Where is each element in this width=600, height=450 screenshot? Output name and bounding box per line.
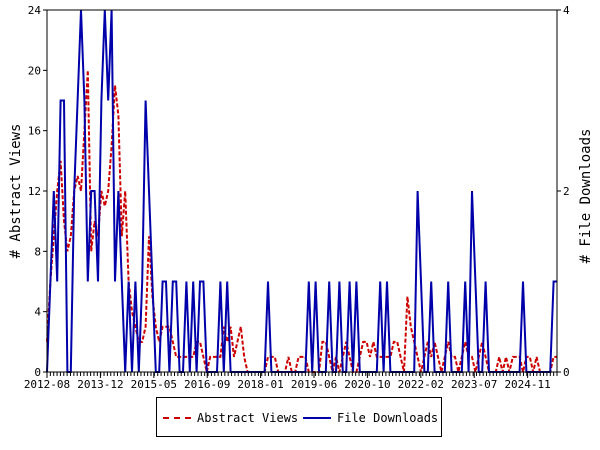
left-axis-title: # Abstract Views xyxy=(8,124,24,259)
legend-item-file-downloads: File Downloads xyxy=(303,411,438,425)
x-tick-label-2023-07: 2023-07 xyxy=(451,378,497,391)
left-tick-label-24: 24 xyxy=(28,4,42,17)
series-line-abstract-views xyxy=(46,70,557,373)
left-tick-label-0: 0 xyxy=(34,366,41,379)
legend-label-file-downloads: File Downloads xyxy=(337,411,439,425)
x-tick-label-2018-01: 2018-01 xyxy=(237,378,283,391)
right-tick-label-0: 0 xyxy=(563,366,570,379)
x-tick-label-2024-11: 2024-11 xyxy=(504,378,550,391)
right-tick-label-4: 4 xyxy=(563,4,570,17)
right-axis-title: # File Downloads xyxy=(578,129,594,264)
x-tick-label-2019-06: 2019-06 xyxy=(291,378,337,391)
legend: Abstract Views File Downloads xyxy=(156,397,442,437)
left-tick-label-12: 12 xyxy=(28,185,41,198)
x-tick-label-2012-08: 2012-08 xyxy=(24,378,70,391)
x-tick-label-2015-05: 2015-05 xyxy=(131,378,177,391)
right-tick-label-2: 2 xyxy=(563,185,570,198)
x-tick-label-2013-12: 2013-12 xyxy=(77,378,123,391)
legend-swatch-abstract-views xyxy=(163,417,191,419)
legend-item-abstract-views: Abstract Views xyxy=(163,411,298,425)
legend-label-abstract-views: Abstract Views xyxy=(197,411,299,425)
left-tick-label-8: 8 xyxy=(34,245,41,258)
legend-swatch-file-downloads xyxy=(303,417,331,419)
x-tick-label-2020-10: 2020-10 xyxy=(344,378,390,391)
left-tick-label-4: 4 xyxy=(34,306,41,319)
left-tick-label-16: 16 xyxy=(28,125,41,138)
left-tick-label-20: 20 xyxy=(28,64,41,77)
x-tick-label-2022-02: 2022-02 xyxy=(398,378,444,391)
x-tick-label-2016-09: 2016-09 xyxy=(184,378,230,391)
